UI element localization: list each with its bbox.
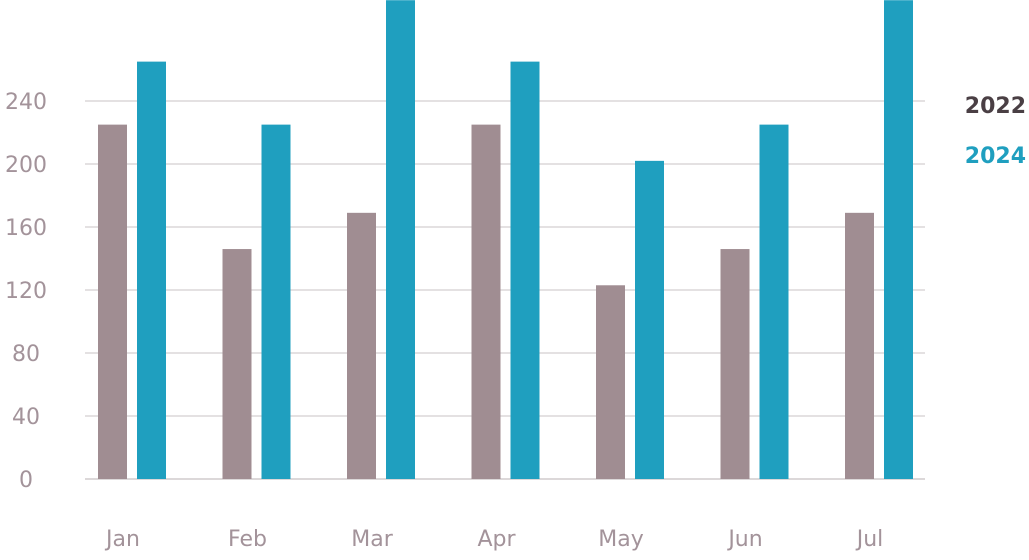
bar-2024-may xyxy=(635,160,664,479)
bar-2022-may xyxy=(596,285,625,479)
bar-2024-jan xyxy=(137,61,166,479)
x-tick-label: Jan xyxy=(104,527,140,552)
bar-2022-jan xyxy=(98,124,127,479)
y-tick-label: 240 xyxy=(5,90,47,115)
bar-2024-feb xyxy=(261,124,291,479)
x-tick-label: May xyxy=(598,527,643,552)
bar-2024-mar xyxy=(386,0,415,479)
x-tick-label: Jul xyxy=(855,527,884,552)
bar-2022-mar xyxy=(347,212,376,479)
bar-2022-apr xyxy=(471,124,501,479)
y-tick-label: 160 xyxy=(5,216,47,241)
bar-2022-jul xyxy=(845,212,874,479)
y-tick-label: 0 xyxy=(19,468,33,493)
y-tick-label: 40 xyxy=(12,405,40,430)
x-tick-label: Jun xyxy=(726,527,762,552)
y-tick-label: 120 xyxy=(5,279,47,304)
y-tick-label: 80 xyxy=(12,342,40,367)
bar-2022-feb xyxy=(222,249,252,479)
bar-2024-jun xyxy=(759,124,789,479)
y-tick-label: 200 xyxy=(5,153,47,178)
bar-2024-jul xyxy=(884,0,913,479)
legend-item-2024: 2024 xyxy=(965,144,1026,169)
x-tick-label: Feb xyxy=(228,527,267,552)
legend-item-2022: 2022 xyxy=(965,94,1026,119)
x-tick-label: Apr xyxy=(477,527,516,552)
bar-2024-apr xyxy=(510,61,540,479)
bar-2022-jun xyxy=(720,249,750,479)
x-tick-label: Mar xyxy=(351,527,393,552)
